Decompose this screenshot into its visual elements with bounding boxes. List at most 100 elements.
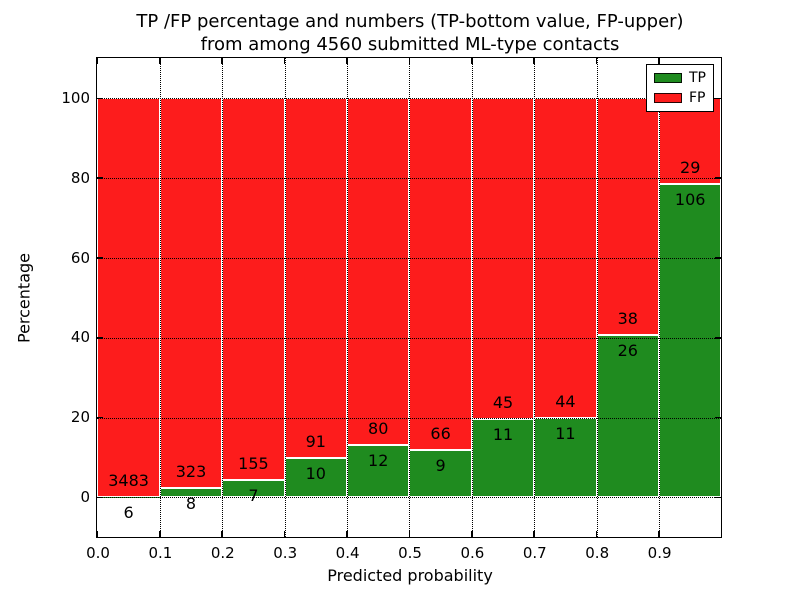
bar-label-fp: 323: [175, 461, 207, 481]
chart-title-line1: TP /FP percentage and numbers (TP-bottom…: [136, 11, 684, 32]
bar-label-tp: 12: [368, 451, 389, 471]
x-tick-label: 0.2: [210, 544, 235, 562]
chart-title: TP /FP percentage and numbers (TP-bottom…: [98, 10, 722, 56]
bar-label-tp: 9: [435, 455, 446, 475]
y-tick-mark-right: [715, 97, 722, 100]
bar-tp: [97, 496, 160, 498]
bar-tp: [159, 487, 223, 498]
bar-label-tp: 6: [123, 502, 134, 522]
x-tick-mark-top: [471, 58, 473, 65]
bar-label-tp: 106: [674, 190, 706, 210]
y-tick-mark: [97, 97, 104, 100]
x-tick-mark-top: [283, 58, 286, 65]
x-tick-label: 0.7: [522, 544, 547, 562]
x-tick-label: 0.4: [335, 544, 360, 562]
x-axis-label: Predicted probability: [327, 566, 493, 585]
x-tick-label: 0.0: [86, 544, 110, 562]
bar-tp: [284, 457, 347, 498]
x-tick-mark: [96, 531, 99, 538]
y-tick-mark: [97, 177, 104, 179]
x-tick-mark: [346, 531, 348, 538]
x-tick-mark: [471, 531, 473, 538]
bar-fp: [409, 98, 472, 450]
x-tick-mark: [221, 531, 223, 538]
bar-fp: [159, 98, 223, 488]
bar-label-fp: 66: [430, 423, 451, 443]
bar-label-fp: 44: [555, 391, 576, 411]
bar-tp: [471, 419, 535, 498]
y-tick-mark: [97, 416, 104, 419]
bar-label-fp: 45: [492, 393, 514, 413]
y-tick-mark-right: [715, 337, 722, 339]
y-tick-mark: [97, 496, 104, 499]
bar-label-fp: 155: [238, 454, 269, 474]
bar-label-tp: 11: [555, 423, 576, 443]
bar-fp: [534, 98, 597, 418]
bar-fp: [97, 98, 160, 497]
bar-label-tp: 11: [492, 425, 514, 445]
legend-swatch-tp-icon: [654, 73, 682, 83]
bar-fp: [596, 98, 659, 336]
bar-tp: [222, 480, 285, 498]
y-tick-label: 20: [70, 408, 90, 427]
x-tick-mark-top: [96, 58, 99, 65]
x-tick-mark: [533, 531, 535, 538]
x-tick-mark-top: [595, 58, 598, 65]
x-tick-mark-top: [221, 58, 223, 65]
y-tick-label: 40: [70, 328, 90, 347]
plot-area: 3483 6 323 8 155 7 91 10 80 12 66 9 45 11 44 11 38 26 29 10…: [96, 57, 723, 539]
y-tick-mark-right: [715, 496, 722, 499]
legend-swatch-fp-icon: [654, 93, 682, 103]
bar-tp: [409, 449, 472, 498]
bar-label-tp: 26: [617, 341, 638, 361]
x-tick-mark-top: [533, 58, 535, 65]
legend-label: FP: [689, 90, 706, 106]
y-tick-label: 0: [80, 488, 90, 507]
chart-title-line2: from among 4560 submitted ML-type contac…: [200, 34, 620, 55]
x-tick-mark-top: [346, 58, 348, 65]
x-tick-mark-top: [408, 58, 411, 65]
x-tick-mark: [658, 531, 660, 538]
x-tick-label: 0.6: [460, 544, 485, 562]
legend-label: TP: [689, 70, 706, 86]
bar-tp: [596, 335, 659, 498]
x-tick-label: 0.9: [647, 544, 672, 562]
x-tick-label: 0.8: [585, 544, 610, 562]
y-tick-label: 60: [70, 248, 90, 267]
bar-label-tp: 7: [248, 486, 259, 506]
y-tick-label: 100: [61, 88, 90, 107]
y-tick-mark: [97, 257, 104, 259]
x-tick-mark-top: [159, 58, 161, 65]
bar-fp: [284, 98, 347, 458]
bar-fp: [659, 98, 722, 185]
bar-tp: [347, 445, 410, 498]
bar-label-fp: 91: [305, 431, 326, 451]
bar-tp: [659, 184, 722, 498]
bar-label-fp: 29: [680, 158, 701, 178]
bar-label-tp: 8: [185, 493, 197, 513]
x-tick-mark: [159, 531, 161, 538]
bar-label-fp: 38: [617, 309, 638, 329]
x-tick-label: 0.1: [148, 544, 173, 562]
bar-label-fp: 3483: [108, 470, 149, 490]
bar-fp: [471, 98, 535, 420]
legend-entry: FP: [654, 91, 706, 105]
x-tick-mark: [283, 531, 286, 538]
legend-entry: TP: [654, 71, 706, 85]
x-tick-label: 0.3: [273, 544, 298, 562]
legend: TP FP: [646, 64, 714, 112]
y-tick-label: 80: [70, 168, 90, 187]
y-tick-mark-right: [715, 416, 722, 419]
x-tick-mark: [595, 531, 598, 538]
y-tick-mark: [97, 337, 104, 339]
bar-tp: [534, 417, 597, 498]
bar-label-tp: 10: [305, 463, 326, 483]
y-tick-mark-right: [715, 257, 722, 259]
bar-fp: [222, 98, 285, 481]
y-tick-mark-right: [715, 177, 722, 179]
x-tick-mark: [408, 531, 411, 538]
y-axis-label: Percentage: [14, 252, 34, 344]
bar-fp: [347, 98, 410, 446]
bar-label-fp: 80: [368, 419, 389, 439]
